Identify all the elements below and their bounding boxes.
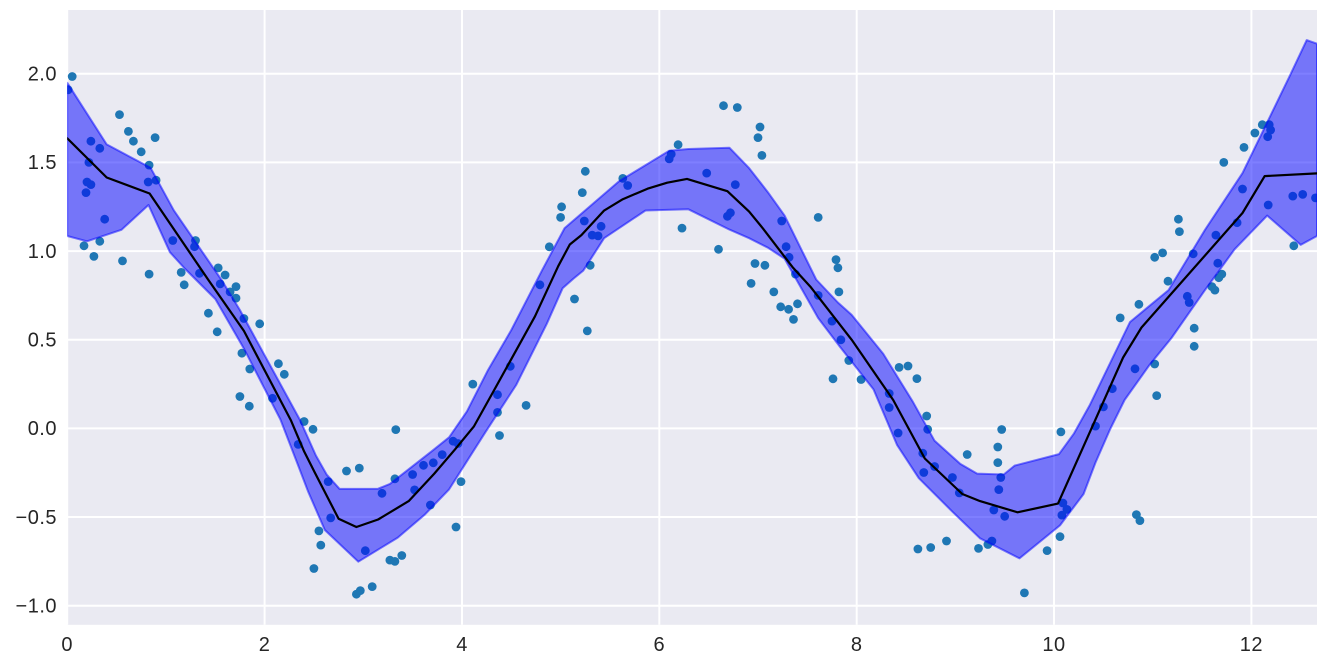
svg-text:1.5: 1.5: [28, 152, 57, 174]
svg-text:0.5: 0.5: [28, 330, 57, 352]
svg-text:1.0: 1.0: [28, 241, 57, 263]
svg-text:0: 0: [61, 634, 73, 656]
svg-text:8: 8: [851, 634, 863, 656]
svg-text:12: 12: [1240, 634, 1263, 656]
svg-text:−1.0: −1.0: [16, 596, 57, 618]
svg-text:0.0: 0.0: [28, 418, 57, 440]
svg-text:10: 10: [1042, 634, 1065, 656]
svg-text:6: 6: [653, 634, 665, 656]
svg-text:4: 4: [456, 634, 468, 656]
svg-text:2: 2: [259, 634, 271, 656]
svg-text:−0.5: −0.5: [16, 507, 57, 529]
svg-text:2.0: 2.0: [28, 64, 57, 86]
